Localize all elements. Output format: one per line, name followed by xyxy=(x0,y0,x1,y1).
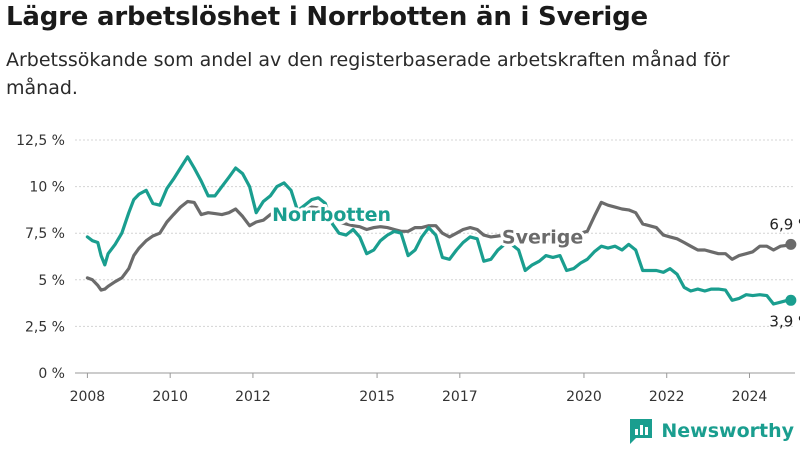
x-tick-label: 2017 xyxy=(442,389,478,405)
y-tick-label: 5 % xyxy=(38,273,65,289)
end-label-sverige: 6,9 % xyxy=(769,215,800,233)
y-tick-label: 10 % xyxy=(29,180,65,196)
series-label-norrbotten: Norrbotten xyxy=(272,204,391,226)
x-tick-label: 2015 xyxy=(359,389,395,405)
x-tick-label: 2012 xyxy=(235,389,271,405)
x-tick-label: 2008 xyxy=(70,389,106,405)
end-label-norrbotten: 3,9 % xyxy=(769,312,800,330)
y-tick-label: 7,5 % xyxy=(25,226,65,242)
y-axis-ticks: 0 % 2,5 % 5 % 7,5 % 10 % 12,5 % xyxy=(16,133,65,382)
brand-name: Newsworthy xyxy=(661,420,794,442)
series-label-sverige: Sverige xyxy=(502,226,583,248)
x-axis-ticks: 2008 2010 2012 2015 2017 2020 2022 2024 xyxy=(70,373,768,405)
x-tick-label: 2010 xyxy=(152,389,188,405)
series-line-sverige xyxy=(85,199,793,292)
x-tick-label: 2020 xyxy=(566,389,602,405)
series-line-norrbotten xyxy=(85,155,793,306)
chart-subtitle: Arbetssökande som andel av den registerb… xyxy=(6,49,730,99)
x-tick-label: 2024 xyxy=(732,389,768,405)
newsworthy-logo-icon xyxy=(630,419,653,444)
brand-logo: Newsworthy xyxy=(627,416,794,446)
series-labels: Sverige 6,9 % Norrbotten 3,9 % xyxy=(269,201,800,330)
x-tick-label: 2022 xyxy=(649,389,685,405)
y-tick-label: 2,5 % xyxy=(25,319,65,335)
chart-title: Lägre arbetslöshet i Norrbotten än i Sve… xyxy=(6,2,648,32)
gridlines xyxy=(75,139,795,374)
y-tick-label: 12,5 % xyxy=(16,133,65,149)
series-lines xyxy=(85,155,797,306)
end-point-sverige xyxy=(785,238,797,250)
y-tick-label: 0 % xyxy=(38,366,65,382)
end-point-norrbotten xyxy=(785,294,797,306)
